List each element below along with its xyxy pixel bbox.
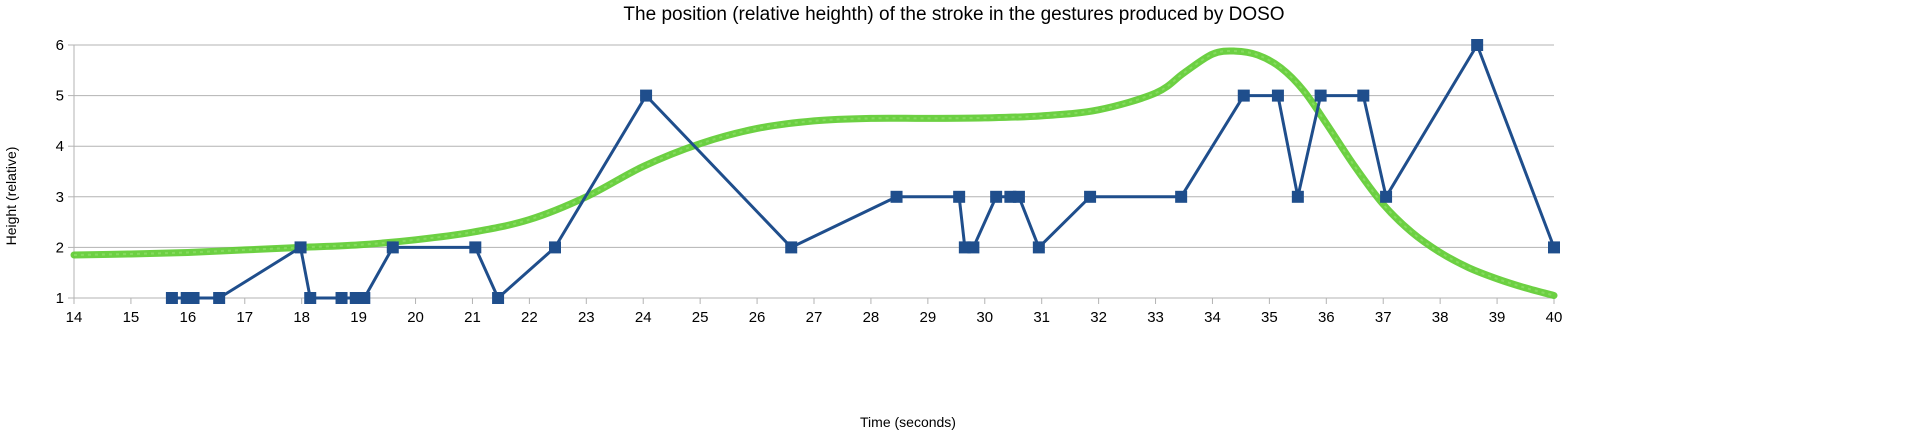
x-tick-label: 24 [635, 309, 652, 326]
trend-line [70, 47, 1558, 299]
data-point-marker [1380, 190, 1393, 203]
x-tick-label: 31 [1033, 309, 1050, 326]
x-tick-label: 34 [1204, 309, 1221, 326]
data-point-marker [469, 241, 482, 254]
data-point-marker [213, 292, 226, 304]
data-point-marker [165, 292, 178, 304]
x-tick-label: 26 [749, 309, 766, 326]
height-line [171, 43, 1556, 300]
x-tick-label: 28 [863, 309, 880, 326]
data-point-marker [1237, 89, 1250, 102]
data-point-marker [967, 241, 980, 254]
x-tick-label: 27 [806, 309, 823, 326]
data-point-marker [1314, 89, 1327, 102]
data-point-marker [549, 241, 561, 254]
data-point-marker [1012, 190, 1025, 203]
y-tick-label: 5 [56, 88, 64, 105]
data-point-marker [187, 292, 200, 304]
data-point-marker [492, 292, 505, 304]
y-axis-label: Height (relative) [3, 147, 19, 246]
x-tick-label: 14 [66, 309, 83, 326]
data-point-marker [294, 241, 307, 254]
data-point-marker [1032, 241, 1045, 254]
data-point-marker [335, 292, 348, 304]
y-tick-label: 4 [56, 138, 64, 155]
y-tick-label: 2 [56, 239, 64, 256]
x-tick-label: 40 [1546, 309, 1563, 326]
data-point-marker [386, 241, 399, 254]
series-height-line [165, 39, 1560, 304]
x-tick-label: 22 [521, 309, 538, 326]
x-tick-label: 23 [578, 309, 595, 326]
data-point-marker [1175, 190, 1188, 203]
x-tick-label: 20 [407, 309, 424, 326]
grid-lines [74, 44, 1554, 299]
data-point-marker [890, 190, 903, 203]
x-tick-label: 38 [1432, 309, 1449, 326]
x-tick-label: 35 [1261, 309, 1278, 326]
x-tick-label: 32 [1090, 309, 1107, 326]
data-point-marker [1084, 190, 1097, 203]
data-point-marker [304, 292, 317, 304]
data-point-marker [953, 190, 966, 203]
x-tick-label: 30 [976, 309, 993, 326]
data-point-marker [1291, 190, 1304, 203]
x-tick-label: 37 [1375, 309, 1392, 326]
data-point-marker [990, 190, 1003, 203]
data-point-marker [640, 89, 653, 102]
data-point-marker [358, 292, 371, 304]
trend-line-texture [73, 49, 1555, 297]
x-tick-label: 18 [293, 309, 310, 326]
data-point-marker [1548, 241, 1560, 254]
data-point-marker [1271, 89, 1284, 102]
x-tick-label: 16 [180, 309, 197, 326]
data-point-marker [785, 241, 798, 254]
series-trend-line [70, 47, 1558, 299]
x-tick-label: 17 [236, 309, 253, 326]
x-tick-label: 25 [692, 309, 709, 326]
x-tick-label: 19 [350, 309, 367, 326]
x-tick-label: 39 [1489, 309, 1506, 326]
chart-title: The position (relative heighth) of the s… [623, 4, 1284, 25]
y-tick-label: 3 [56, 189, 64, 206]
x-axis-label: Time (seconds) [860, 414, 956, 430]
x-tick-label: 15 [123, 309, 140, 326]
x-tick-label: 36 [1318, 309, 1335, 326]
x-tick-label: 21 [464, 309, 481, 326]
y-tick-label: 6 [56, 37, 64, 54]
y-tick-label: 1 [56, 290, 64, 307]
x-tick-label: 29 [920, 309, 937, 326]
x-tick-label: 33 [1147, 309, 1164, 326]
data-point-marker [1471, 39, 1484, 51]
data-point-marker [1357, 89, 1370, 102]
